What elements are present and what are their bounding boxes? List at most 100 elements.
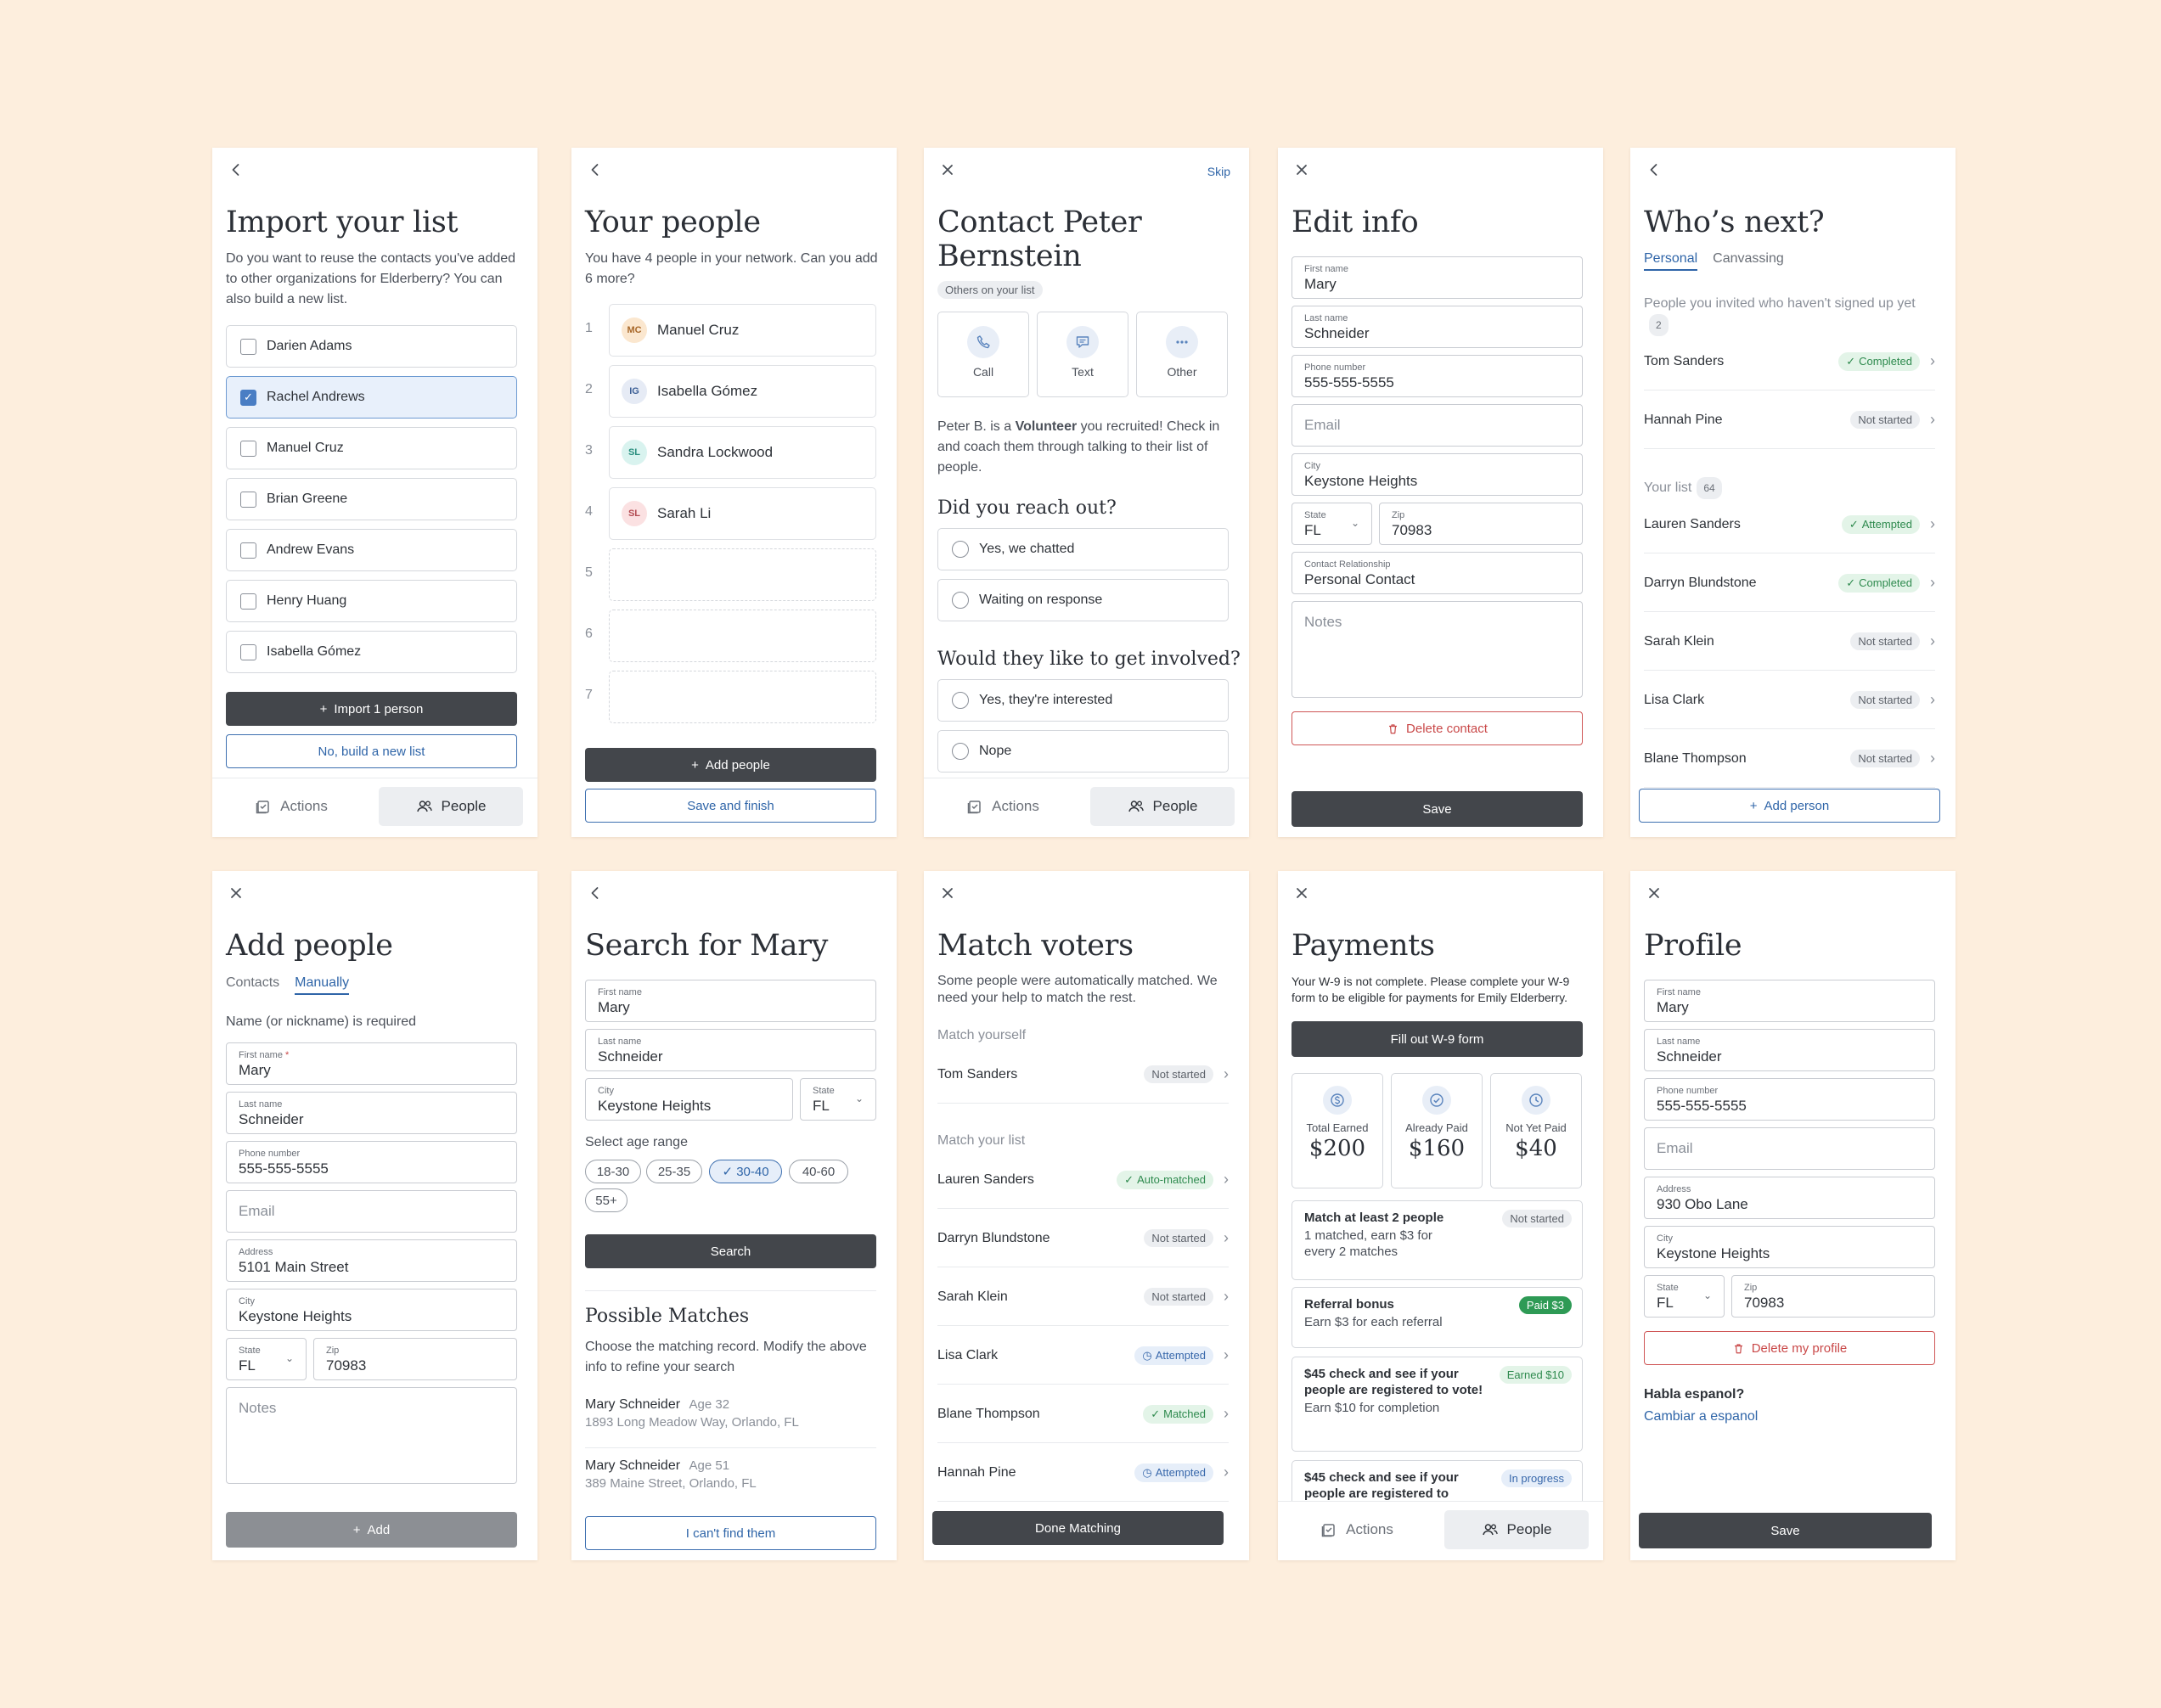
text-button[interactable]: Text <box>1037 312 1128 397</box>
zip-field[interactable]: Zip 70983 <box>1379 503 1583 545</box>
city-field[interactable]: City Keystone Heights <box>226 1289 517 1331</box>
fill-w9-button[interactable]: Fill out W-9 form <box>1292 1021 1583 1057</box>
email-field[interactable]: Email <box>1292 404 1583 447</box>
list-item[interactable]: Lauren Sanders ✓ Auto-matched › <box>937 1151 1229 1209</box>
age-pill[interactable]: 18-30 <box>585 1160 641 1183</box>
list-item[interactable]: Tom Sanders ✓ Completed › <box>1644 333 1935 390</box>
age-pill-selected[interactable]: ✓ 30-40 <box>709 1160 782 1183</box>
notes-field[interactable]: Notes <box>226 1387 517 1484</box>
email-field[interactable]: Email <box>1644 1127 1935 1170</box>
add-button[interactable]: + Add <box>226 1512 517 1548</box>
contact-row[interactable]: Brian Greene <box>226 478 517 520</box>
add-person-button[interactable]: + Add person <box>1639 789 1940 823</box>
close-icon[interactable] <box>939 161 958 180</box>
save-button[interactable]: Save <box>1639 1513 1932 1548</box>
phone-field[interactable]: Phone number 555-555-5555 <box>226 1141 517 1183</box>
person-row[interactable]: SL Sandra Lockwood <box>609 426 876 479</box>
tab-contacts[interactable]: Contacts <box>226 975 280 990</box>
list-item[interactable]: Sarah Klein Not started › <box>1644 613 1935 671</box>
import-button[interactable]: + Import 1 person <box>226 692 517 726</box>
nav-people[interactable]: People <box>1444 1510 1589 1549</box>
done-matching-button[interactable]: Done Matching <box>932 1511 1224 1545</box>
nav-actions[interactable]: Actions <box>931 787 1075 826</box>
first-name-field[interactable]: First name Mary <box>1292 256 1583 299</box>
list-item[interactable]: Darryn Blundstone Not started › <box>937 1210 1229 1267</box>
list-item[interactable]: Hannah Pine Not started › <box>1644 391 1935 449</box>
notes-field[interactable]: Notes <box>1292 601 1583 698</box>
city-field[interactable]: City Keystone Heights <box>1292 453 1583 496</box>
last-name-field[interactable]: Last name Schneider <box>585 1029 876 1071</box>
empty-person-slot[interactable] <box>609 610 876 662</box>
nav-actions[interactable]: Actions <box>1285 1510 1429 1549</box>
close-icon[interactable] <box>1646 885 1664 903</box>
task-card[interactable]: Match at least 2 people 1 matched, earn $… <box>1292 1200 1583 1280</box>
phone-field[interactable]: Phone number 555-555-5555 <box>1292 355 1583 397</box>
first-name-field[interactable]: First name Mary <box>1644 980 1935 1022</box>
save-button[interactable]: Save <box>1292 791 1583 827</box>
delete-profile-button[interactable]: Delete my profile <box>1644 1331 1935 1365</box>
list-item[interactable]: Blane Thompson Not started › <box>1644 730 1935 788</box>
address-field[interactable]: Address 5101 Main Street <box>226 1239 517 1282</box>
first-name-field[interactable]: First name Mary <box>585 980 876 1022</box>
phone-field[interactable]: Phone number 555-555-5555 <box>1644 1078 1935 1121</box>
option-nope[interactable]: Nope <box>937 730 1229 773</box>
state-select[interactable]: State FL ⌄ <box>1644 1275 1725 1318</box>
other-button[interactable]: Other <box>1136 312 1228 397</box>
back-icon[interactable] <box>1646 161 1664 180</box>
back-icon[interactable] <box>587 161 605 180</box>
list-item[interactable]: Tom Sanders Not started › <box>937 1046 1229 1104</box>
list-item[interactable]: Lisa Clark Not started › <box>1644 671 1935 729</box>
state-select[interactable]: State FL ⌄ <box>226 1338 307 1380</box>
first-name-field[interactable]: First name * Mary <box>226 1042 517 1085</box>
list-item[interactable]: Lauren Sanders ✓ Attempted › <box>1644 496 1935 553</box>
contact-row[interactable]: Manuel Cruz <box>226 427 517 469</box>
list-item[interactable]: Lisa Clark ◷ Attempted › <box>937 1327 1229 1385</box>
state-select[interactable]: State FL ⌄ <box>800 1078 876 1121</box>
last-name-field[interactable]: Last name Schneider <box>1644 1029 1935 1071</box>
email-field[interactable]: Email <box>226 1190 517 1233</box>
contact-row[interactable]: Henry Huang <box>226 580 517 622</box>
match-record[interactable]: Mary Schneider Age 51 389 Maine Street, O… <box>585 1457 876 1509</box>
search-button[interactable]: Search <box>585 1234 876 1268</box>
contact-row[interactable]: ✓ Rachel Andrews <box>226 376 517 419</box>
empty-person-slot[interactable] <box>609 548 876 601</box>
close-icon[interactable] <box>1293 885 1312 903</box>
back-icon[interactable] <box>587 885 605 903</box>
age-pill[interactable]: 40-60 <box>789 1160 848 1183</box>
add-people-button[interactable]: + Add people <box>585 748 876 782</box>
task-card[interactable]: $45 check and see if your people are reg… <box>1292 1357 1583 1452</box>
task-card[interactable]: Referral bonus Earn $3 for each referral P… <box>1292 1287 1583 1348</box>
tab-canvassing[interactable]: Canvassing <box>1713 251 1784 266</box>
age-pill[interactable]: 25-35 <box>646 1160 702 1183</box>
city-field[interactable]: City Keystone Heights <box>1644 1226 1935 1268</box>
option-interested[interactable]: Yes, they're interested <box>937 679 1229 722</box>
list-item[interactable]: Blane Thompson ✓ Matched › <box>937 1385 1229 1443</box>
build-new-list-button[interactable]: No, build a new list <box>226 734 517 768</box>
city-field[interactable]: City Keystone Heights <box>585 1078 793 1121</box>
back-icon[interactable] <box>228 161 246 180</box>
person-row[interactable]: MC Manuel Cruz <box>609 304 876 357</box>
nav-actions[interactable]: Actions <box>219 787 363 826</box>
nav-people[interactable]: People <box>379 787 523 826</box>
contact-row[interactable]: Isabella Gómez <box>226 631 517 673</box>
relationship-field[interactable]: Contact Relationship Personal Contact <box>1292 552 1583 594</box>
last-name-field[interactable]: Last name Schneider <box>226 1092 517 1134</box>
zip-field[interactable]: Zip 70983 <box>1731 1275 1935 1318</box>
age-pill[interactable]: 55+ <box>585 1188 627 1212</box>
call-button[interactable]: Call <box>937 312 1029 397</box>
list-item[interactable]: Sarah Klein Not started › <box>937 1268 1229 1326</box>
person-row[interactable]: IG Isabella Gómez <box>609 365 876 418</box>
contact-row[interactable]: Darien Adams <box>226 325 517 368</box>
option-waiting[interactable]: Waiting on response <box>937 579 1229 621</box>
match-record[interactable]: Mary Schneider Age 32 1893 Long Meadow Wa… <box>585 1396 876 1448</box>
tab-personal[interactable]: Personal <box>1644 251 1698 271</box>
language-link[interactable]: Cambiar a espanol <box>1644 1409 1759 1424</box>
contact-row[interactable]: Andrew Evans <box>226 529 517 571</box>
state-select[interactable]: State FL ⌄ <box>1292 503 1372 545</box>
tab-manually[interactable]: Manually <box>295 975 350 995</box>
delete-contact-button[interactable]: Delete contact <box>1292 711 1583 745</box>
option-yes-chatted[interactable]: Yes, we chatted <box>937 528 1229 570</box>
skip-link[interactable]: Skip <box>1207 165 1230 178</box>
close-icon[interactable] <box>228 885 246 903</box>
zip-field[interactable]: Zip 70983 <box>313 1338 517 1380</box>
